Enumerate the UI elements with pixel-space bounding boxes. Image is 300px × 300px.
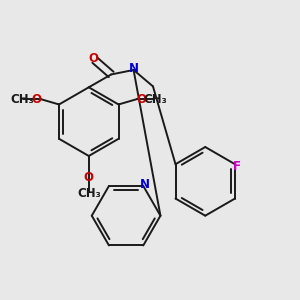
Text: O: O	[136, 93, 146, 106]
Text: N: N	[129, 62, 139, 75]
Text: CH₃: CH₃	[77, 187, 101, 200]
Text: CH₃: CH₃	[143, 93, 167, 106]
Text: O: O	[84, 171, 94, 184]
Text: F: F	[233, 160, 242, 173]
Text: CH₃: CH₃	[11, 93, 34, 106]
Text: N: N	[140, 178, 150, 191]
Text: O: O	[32, 93, 42, 106]
Text: O: O	[88, 52, 98, 65]
